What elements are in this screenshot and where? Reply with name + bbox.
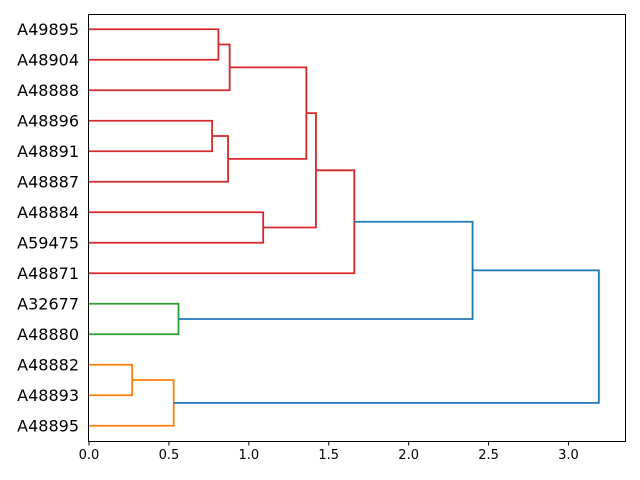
x-tick-label-0.0: 0.0 (79, 448, 100, 463)
leaf-label-A48904: A48904 (17, 50, 79, 69)
leaf-label-A59475: A59475 (17, 233, 79, 252)
leaf-label-A48871: A48871 (17, 264, 79, 283)
x-tick-label-1.5: 1.5 (318, 448, 339, 463)
dendrogram-link-m11 (178, 220, 474, 320)
dendrogram-link-m10 (89, 379, 175, 427)
leaf-label-A48891: A48891 (17, 142, 79, 161)
leaf-label-A48893: A48893 (17, 386, 79, 405)
x-tick-label-0.5: 0.5 (159, 448, 180, 463)
dendrogram-link-m1 (89, 43, 231, 92)
leaf-label-A32677: A32677 (17, 294, 79, 313)
leaf-label-A48887: A48887 (17, 172, 79, 191)
dendrogram-link-m3 (89, 135, 229, 183)
dendrogram-link-m2 (89, 119, 213, 153)
leaf-label-A48882: A48882 (17, 355, 79, 374)
x-tick-label-3.0: 3.0 (558, 448, 579, 463)
plot-border (88, 14, 626, 442)
dendrogram-link-m12 (173, 269, 600, 404)
dendrogram-link-m6 (263, 112, 317, 229)
leaf-label-A49895: A49895 (17, 20, 79, 39)
leaf-label-A48884: A48884 (17, 203, 79, 222)
leaf-label-A48895: A48895 (17, 416, 79, 435)
dendrogram-link-m8 (89, 302, 180, 336)
leaf-label-A48880: A48880 (17, 325, 79, 344)
x-tick-label-2.0: 2.0 (398, 448, 419, 463)
dendrogram-link-m4 (228, 66, 308, 160)
dendrogram-link-m5 (89, 211, 265, 244)
dendrogram-link-m0 (89, 28, 220, 61)
dendrogram-link-m9 (89, 363, 134, 397)
dendrogram-link-m7 (89, 169, 356, 275)
leaf-label-A48888: A48888 (17, 81, 79, 100)
leaf-label-A48896: A48896 (17, 111, 79, 130)
x-tick-label-1.0: 1.0 (238, 448, 259, 463)
x-tick-label-2.5: 2.5 (478, 448, 499, 463)
